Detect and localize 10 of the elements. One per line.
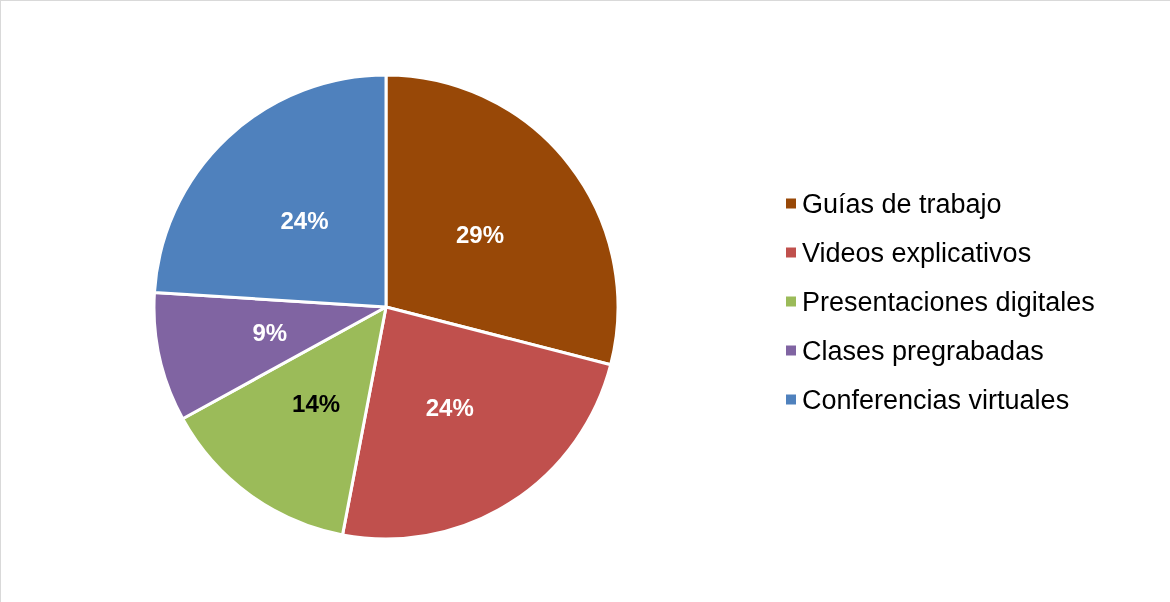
data-label: 24% (280, 206, 329, 234)
data-label: 9% (252, 319, 288, 347)
legend-label: Guías de trabajo (802, 188, 1002, 219)
legend-label: Presentaciones digitales (802, 286, 1095, 317)
data-label: 14% (292, 389, 341, 417)
legend-label: Conferencias virtuales (802, 384, 1070, 415)
legend-label: Videos explicativos (802, 237, 1032, 268)
data-label: 29% (456, 220, 505, 248)
legend-label: Clases pregrabadas (802, 335, 1044, 366)
data-label: 24% (425, 393, 474, 421)
